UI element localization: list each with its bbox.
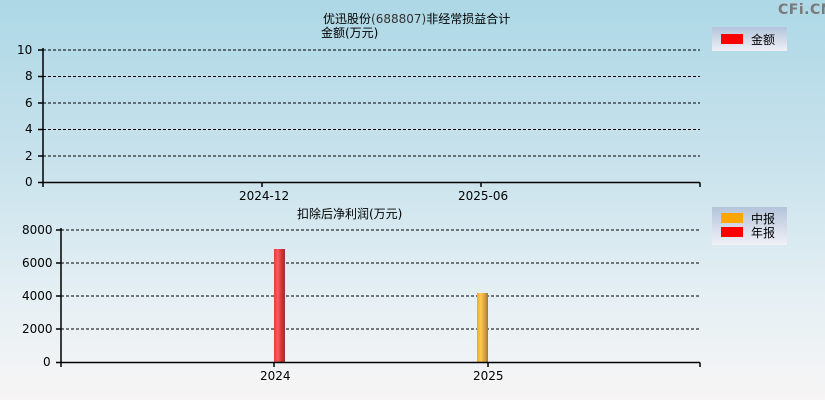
top-gridlines [43,49,700,157]
legend-swatch-red [721,227,743,237]
bar-2024-annual [274,249,285,362]
top-ytick: 0 [25,175,33,189]
top-ytick: 4 [25,122,33,136]
bottom-xtick: 2024 [260,369,291,383]
bottom-xtick: 2025 [473,369,504,383]
bottom-gridlines [61,229,700,330]
top-ytick: 6 [25,96,33,110]
bottom-ytick: 6000 [22,256,53,270]
top-ytick: 10 [17,43,33,57]
legend-swatch-red [721,34,743,44]
title-metric: 非经常损益合计 [426,12,511,26]
bottom-chart-title: 扣除后净利润(万元) [297,207,403,221]
legend-item-amount[interactable]: 金额 [712,32,787,47]
bottom-ytick: 2000 [22,322,53,336]
legend-label: 中报 [751,211,776,226]
watermark: CFi.CN [778,2,825,18]
legend-item-interim[interactable]: 中报 [712,211,787,226]
top-chart-ylabel: 金额(万元) [321,26,379,40]
bottom-ytick: 0 [43,355,51,369]
bottom-legend: 中报 年报 [712,207,787,245]
legend-item-annual[interactable]: 年报 [712,225,787,240]
bottom-ytick: 8000 [22,223,53,237]
bar-2025-interim [477,293,488,362]
title-company: 优迅股份 [323,12,372,26]
top-chart-title: 优迅股份(688807)非经常损益合计 [323,10,510,27]
top-ytick: 2 [25,149,33,163]
top-xtick: 2024-12 [239,189,290,203]
bottom-axes [56,228,701,367]
top-axes [38,48,701,187]
legend-swatch-orange [721,213,743,223]
top-legend: 金额 [712,27,787,51]
title-code: (688807) [371,12,427,26]
bottom-ytick: 4000 [22,289,53,303]
legend-label: 年报 [751,225,776,240]
top-xtick: 2025-06 [458,189,509,203]
top-ytick: 8 [25,69,33,83]
legend-label: 金额 [751,32,776,47]
